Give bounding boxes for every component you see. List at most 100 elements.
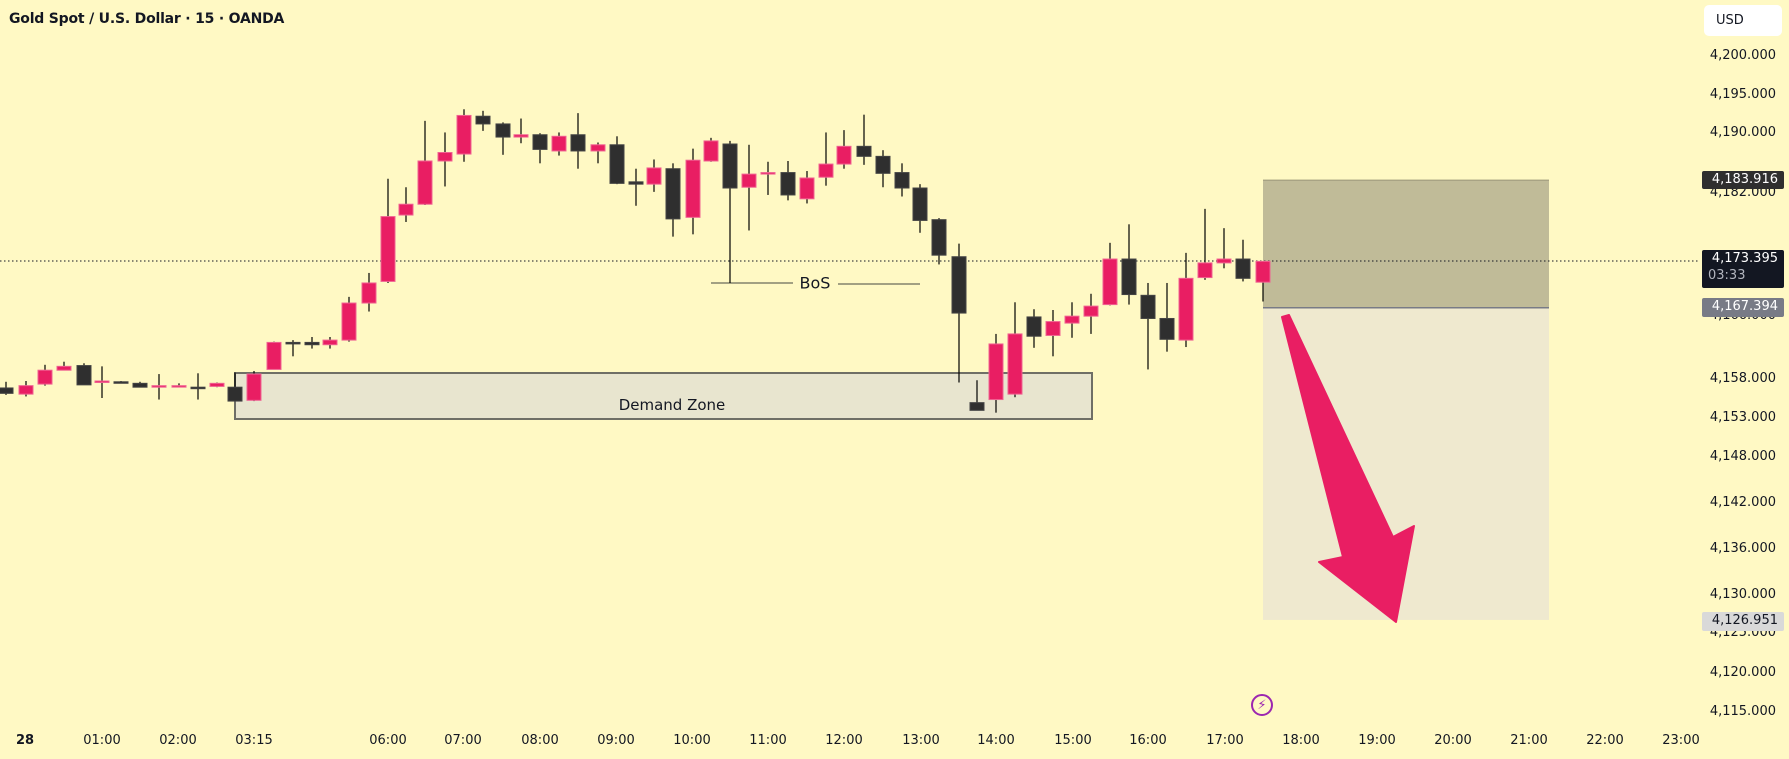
risk-zone[interactable] xyxy=(1263,180,1549,308)
bullish-candle xyxy=(818,163,834,178)
bullish-candle xyxy=(1216,258,1232,264)
time-axis-label: 08:00 xyxy=(521,733,559,748)
time-axis-label: 23:00 xyxy=(1662,733,1700,748)
bullish-candle xyxy=(836,145,852,165)
bearish-candle xyxy=(894,172,910,189)
bullish-candle xyxy=(18,385,34,395)
time-axis-label: 16:00 xyxy=(1129,733,1167,748)
bearish-candle xyxy=(190,386,206,390)
bearish-candle xyxy=(495,123,511,138)
time-axis-label: 28 xyxy=(15,733,35,748)
bullish-candle xyxy=(1255,260,1271,283)
bearish-candle xyxy=(722,143,738,189)
bearish-candle xyxy=(1026,316,1042,337)
price-axis-label: 4,148.000 xyxy=(1709,449,1776,464)
demand-zone-label: Demand Zone xyxy=(618,396,726,414)
bearish-candle xyxy=(609,144,625,184)
currency-button[interactable]: USD xyxy=(1704,5,1782,36)
time-axis-label: 07:00 xyxy=(444,733,482,748)
bullish-candle xyxy=(1045,321,1061,336)
bullish-candle xyxy=(1083,305,1099,317)
time-axis-label: 17:00 xyxy=(1206,733,1244,748)
bullish-candle xyxy=(456,114,472,155)
bullish-candle xyxy=(266,341,282,370)
bearish-candle xyxy=(951,256,967,314)
bullish-candle xyxy=(341,302,357,341)
bullish-candle xyxy=(1197,262,1213,279)
entry-price-tag: 4,167.394 xyxy=(1702,298,1784,317)
price-axis-label: 4,136.000 xyxy=(1709,541,1776,556)
bearish-candle xyxy=(1235,258,1251,279)
bullish-candle xyxy=(246,373,262,401)
bullish-candle xyxy=(380,216,396,282)
time-axis-label: 11:00 xyxy=(749,733,787,748)
time-axis-label: 10:00 xyxy=(673,733,711,748)
bearish-candle xyxy=(570,134,586,152)
entry-price: 4,167.394 xyxy=(1711,299,1778,314)
bearish-candle xyxy=(1159,317,1175,340)
price-axis-label: 4,158.000 xyxy=(1709,371,1776,386)
candles-group xyxy=(0,109,1271,413)
bos-label: BoS xyxy=(799,273,831,293)
time-axis-label: 19:00 xyxy=(1358,733,1396,748)
bearish-candle xyxy=(227,386,243,402)
bullish-candle xyxy=(437,152,453,162)
bullish-candle xyxy=(417,160,433,205)
bullish-candle xyxy=(361,282,377,304)
bearish-candle xyxy=(532,134,548,150)
bullish-candle xyxy=(398,203,414,216)
bearish-candle xyxy=(1121,258,1137,296)
bullish-candle xyxy=(590,144,606,152)
bullish-candle xyxy=(1007,333,1023,395)
bullish-candle xyxy=(988,343,1004,401)
bullish-candle xyxy=(151,385,167,388)
bearish-candle xyxy=(931,219,947,256)
bullish-candle xyxy=(741,173,757,188)
down-arrow-icon[interactable] xyxy=(1281,314,1415,623)
bearish-candle xyxy=(1140,294,1156,319)
bos-line[interactable] xyxy=(711,282,920,285)
current-price: 4,173.395 xyxy=(1711,251,1778,266)
bearish-candle xyxy=(304,341,320,346)
time-axis-label: 21:00 xyxy=(1510,733,1548,748)
lightning-icon[interactable]: ⚡ xyxy=(1251,694,1273,716)
stop-loss-price: 4,183.916 xyxy=(1711,172,1778,187)
bearish-candle xyxy=(780,172,796,196)
bullish-candle xyxy=(1064,315,1080,324)
time-axis-label: 20:00 xyxy=(1434,733,1472,748)
bullish-candle xyxy=(171,385,187,388)
price-axis-label: 4,142.000 xyxy=(1709,495,1776,510)
bullish-candle xyxy=(37,369,53,385)
bullish-candle xyxy=(322,339,338,346)
bullish-candle xyxy=(551,135,567,152)
bullish-candle xyxy=(56,365,72,371)
bullish-candle xyxy=(760,172,776,175)
bar-countdown: 03:33 xyxy=(1708,268,1746,283)
current-price-tag: 4,173.395 03:33 xyxy=(1702,250,1784,288)
bearish-candle xyxy=(912,187,928,221)
bearish-candle xyxy=(285,341,301,345)
bullish-candle xyxy=(1178,277,1194,341)
bearish-candle xyxy=(475,115,491,125)
time-axis-label: 02:00 xyxy=(159,733,197,748)
bullish-candle xyxy=(703,140,719,162)
price-axis-label: 4,120.000 xyxy=(1709,665,1776,680)
bearish-candle xyxy=(969,402,985,411)
stop-loss-price-tag: 4,183.916 xyxy=(1702,171,1784,189)
price-axis-label: 4,130.000 xyxy=(1709,587,1776,602)
price-axis-label: 4,195.000 xyxy=(1709,87,1776,102)
time-axis-label: 13:00 xyxy=(902,733,940,748)
time-axis-label: 03:15 xyxy=(235,733,273,748)
bullish-candle xyxy=(1102,258,1118,306)
bearish-candle xyxy=(665,168,681,220)
bearish-candle xyxy=(0,387,14,394)
symbol-title: Gold Spot / U.S. Dollar · 15 · OANDA xyxy=(9,11,285,27)
bearish-candle xyxy=(132,382,148,388)
bearish-candle xyxy=(113,381,129,384)
take-profit-price-tag: 4,126.951 xyxy=(1702,612,1784,631)
time-axis-label: 15:00 xyxy=(1054,733,1092,748)
bullish-candle xyxy=(685,159,701,218)
price-axis-label: 4,200.000 xyxy=(1709,48,1776,63)
